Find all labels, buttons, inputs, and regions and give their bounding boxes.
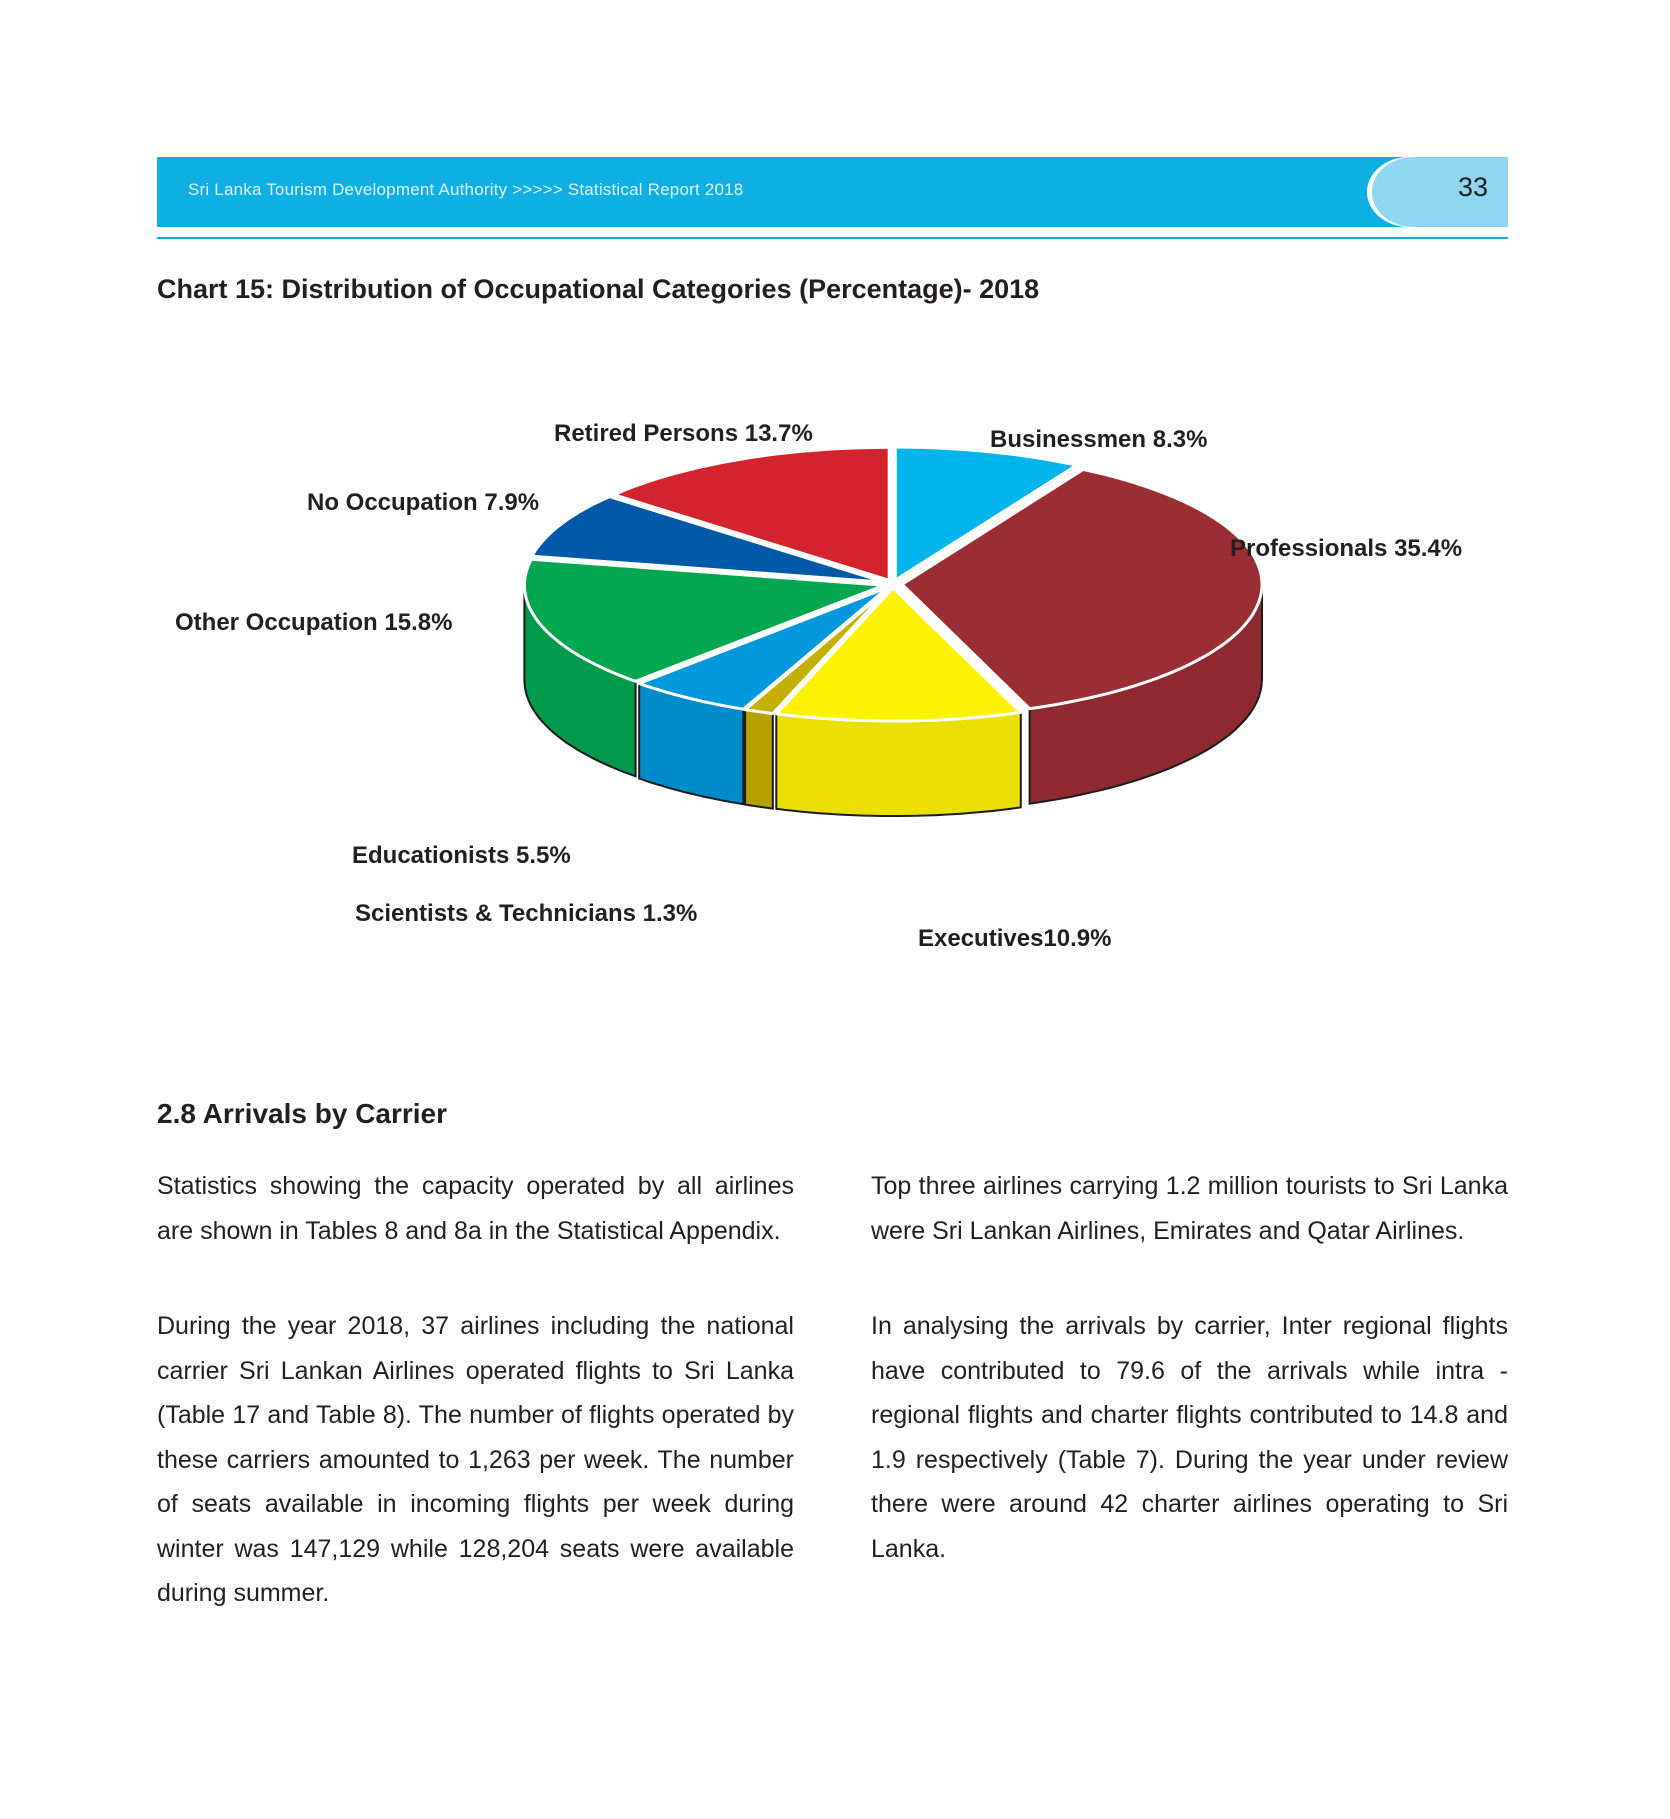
pie-slice-other-occupation [522, 557, 886, 683]
left-paragraph-2: During the year 2018, 37 airlines includ… [157, 1312, 794, 1607]
right-paragraph-1: Top three airlines carrying 1.2 million … [871, 1172, 1508, 1245]
left-paragraph-1: Statistics showing the capacity operated… [157, 1172, 794, 1245]
label-no-occupation: No Occupation 7.9% [307, 489, 540, 516]
pie-side-scientists-technicians [744, 708, 774, 810]
pie-slice-executives [774, 586, 1023, 723]
header-rule [157, 237, 1508, 239]
right-paragraph-2: In analysing the arrivals by carrier, In… [871, 1312, 1508, 1563]
label-professionals: Professionals 35.4% [1230, 535, 1463, 562]
pie-slice-educationists [637, 585, 890, 711]
running-title: Sri Lanka Tourism Development Authority … [188, 180, 744, 199]
pie-slice-retired-persons [612, 445, 891, 582]
page-number: 33 [1458, 172, 1489, 202]
pie-side-executives [775, 711, 1022, 817]
page-number-tab [1372, 157, 1508, 227]
label-businessmen: Businessmen 8.3% [990, 426, 1208, 453]
header-band [157, 157, 1508, 227]
label-retired-persons: Retired Persons 13.7% [554, 420, 813, 447]
pie-slice-professionals [900, 467, 1264, 711]
chart-title: Chart 15: Distribution of Occupational C… [157, 274, 1040, 304]
section-title: 2.8 Arrivals by Carrier [157, 1098, 448, 1129]
pie-slice-businessmen [893, 445, 1079, 582]
pie-chart [522, 445, 1264, 817]
label-educationists: Educationists 5.5% [352, 842, 571, 869]
pie-slice-no-occupation [530, 495, 887, 584]
pie-slice-scientists-technicians [743, 586, 892, 716]
label-scientists-technicians: Scientists & Technicians 1.3% [355, 900, 698, 927]
label-other-occupation: Other Occupation 15.8% [175, 609, 453, 636]
label-executives: Executives10.9% [918, 925, 1112, 952]
